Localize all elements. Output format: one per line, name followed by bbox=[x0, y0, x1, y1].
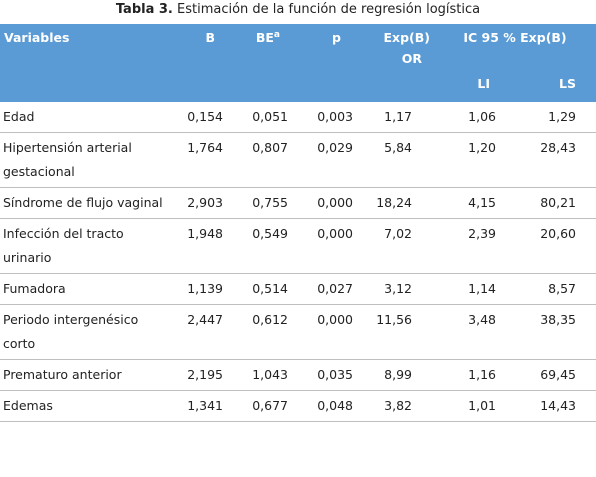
cell-be: 0,677 bbox=[229, 390, 294, 422]
cell-p: 0,027 bbox=[294, 273, 359, 305]
cell-li: 4,15 bbox=[434, 187, 516, 219]
cell-be: 0,755 bbox=[229, 187, 294, 219]
cell-b: 1,139 bbox=[167, 273, 229, 305]
table-row: Síndrome de flujo vaginal 2,903 0,755 0,… bbox=[0, 187, 596, 219]
table-header: Variables B BEa p Exp(B) OR IC 95 % Exp(B… bbox=[0, 24, 596, 102]
cell-be: 0,612 bbox=[229, 304, 294, 360]
header-be: BEa bbox=[229, 24, 294, 102]
cell-b: 1,341 bbox=[167, 390, 229, 422]
cell-exp-b: 3,82 bbox=[359, 390, 434, 422]
cell-p: 0,035 bbox=[294, 359, 359, 391]
cell-li: 2,39 bbox=[434, 218, 516, 274]
cell-variable: Edemas bbox=[0, 390, 167, 422]
cell-p: 0,003 bbox=[294, 102, 359, 133]
table-caption: Tabla 3. Estimación de la función de reg… bbox=[0, 0, 596, 24]
cell-exp-b: 3,12 bbox=[359, 273, 434, 305]
cell-b: 1,764 bbox=[167, 132, 229, 188]
cell-ls: 69,45 bbox=[516, 359, 596, 391]
cell-be: 1,043 bbox=[229, 359, 294, 391]
table-row: Edad 0,154 0,051 0,003 1,17 1,06 1,29 bbox=[0, 102, 596, 133]
header-ls: LS bbox=[516, 76, 596, 102]
cell-be: 0,514 bbox=[229, 273, 294, 305]
cell-li: 1,20 bbox=[434, 132, 516, 188]
cell-p: 0,000 bbox=[294, 187, 359, 219]
cell-ls: 8,57 bbox=[516, 273, 596, 305]
header-li: LI bbox=[434, 76, 516, 102]
cell-exp-b: 8,99 bbox=[359, 359, 434, 391]
cell-li: 3,48 bbox=[434, 304, 516, 360]
cell-p: 0,000 bbox=[294, 218, 359, 274]
cell-li: 1,06 bbox=[434, 102, 516, 133]
header-exp-b: Exp(B) OR bbox=[359, 24, 434, 102]
caption-text: Estimación de la función de regresión lo… bbox=[172, 2, 481, 17]
cell-li: 1,16 bbox=[434, 359, 516, 391]
cell-exp-b: 11,56 bbox=[359, 304, 434, 360]
table-body: Edad 0,154 0,051 0,003 1,17 1,06 1,29 Hi… bbox=[0, 102, 596, 422]
header-exp-b-text: Exp(B) bbox=[383, 30, 430, 45]
header-be-superscript: a bbox=[273, 30, 280, 40]
caption-label: Tabla 3. bbox=[115, 2, 173, 17]
cell-variable: Edad bbox=[0, 102, 167, 133]
table-row: Infección del tracto urinario 1,948 0,54… bbox=[0, 218, 596, 274]
cell-ls: 14,43 bbox=[516, 390, 596, 422]
table-row: Edemas 1,341 0,677 0,048 3,82 1,01 14,43 bbox=[0, 390, 596, 422]
header-variables: Variables bbox=[0, 24, 167, 102]
cell-variable: Hipertensión arterial gestacional bbox=[0, 132, 167, 188]
cell-variable: Periodo intergenésico corto bbox=[0, 304, 167, 360]
cell-be: 0,051 bbox=[229, 102, 294, 133]
table-row: Periodo intergenésico corto 2,447 0,612 … bbox=[0, 304, 596, 360]
cell-ls: 28,43 bbox=[516, 132, 596, 188]
header-ic: IC 95 % Exp(B) bbox=[434, 24, 596, 76]
header-p: p bbox=[294, 24, 359, 102]
cell-ls: 20,60 bbox=[516, 218, 596, 274]
cell-ls: 80,21 bbox=[516, 187, 596, 219]
cell-variable: Fumadora bbox=[0, 273, 167, 305]
cell-exp-b: 5,84 bbox=[359, 132, 434, 188]
cell-b: 2,195 bbox=[167, 359, 229, 391]
table-row: Hipertensión arterial gestacional 1,764 … bbox=[0, 132, 596, 188]
cell-exp-b: 7,02 bbox=[359, 218, 434, 274]
cell-variable: Prematuro anterior bbox=[0, 359, 167, 391]
table-row: Fumadora 1,139 0,514 0,027 3,12 1,14 8,5… bbox=[0, 273, 596, 305]
cell-p: 0,000 bbox=[294, 304, 359, 360]
cell-ls: 38,35 bbox=[516, 304, 596, 360]
cell-exp-b: 1,17 bbox=[359, 102, 434, 133]
cell-ls: 1,29 bbox=[516, 102, 596, 133]
header-or: OR bbox=[401, 51, 422, 66]
cell-be: 0,807 bbox=[229, 132, 294, 188]
table-row: Prematuro anterior 2,195 1,043 0,035 8,9… bbox=[0, 359, 596, 391]
cell-li: 1,01 bbox=[434, 390, 516, 422]
cell-b: 1,948 bbox=[167, 218, 229, 274]
cell-variable: Síndrome de flujo vaginal bbox=[0, 187, 167, 219]
header-b: B bbox=[167, 24, 229, 102]
cell-be: 0,549 bbox=[229, 218, 294, 274]
regression-table: Variables B BEa p Exp(B) OR IC 95 % Exp(B… bbox=[0, 24, 596, 422]
cell-li: 1,14 bbox=[434, 273, 516, 305]
cell-variable: Infección del tracto urinario bbox=[0, 218, 167, 274]
cell-p: 0,029 bbox=[294, 132, 359, 188]
cell-p: 0,048 bbox=[294, 390, 359, 422]
cell-exp-b: 18,24 bbox=[359, 187, 434, 219]
cell-b: 2,903 bbox=[167, 187, 229, 219]
cell-b: 0,154 bbox=[167, 102, 229, 133]
cell-b: 2,447 bbox=[167, 304, 229, 360]
header-be-text: BE bbox=[255, 30, 274, 46]
